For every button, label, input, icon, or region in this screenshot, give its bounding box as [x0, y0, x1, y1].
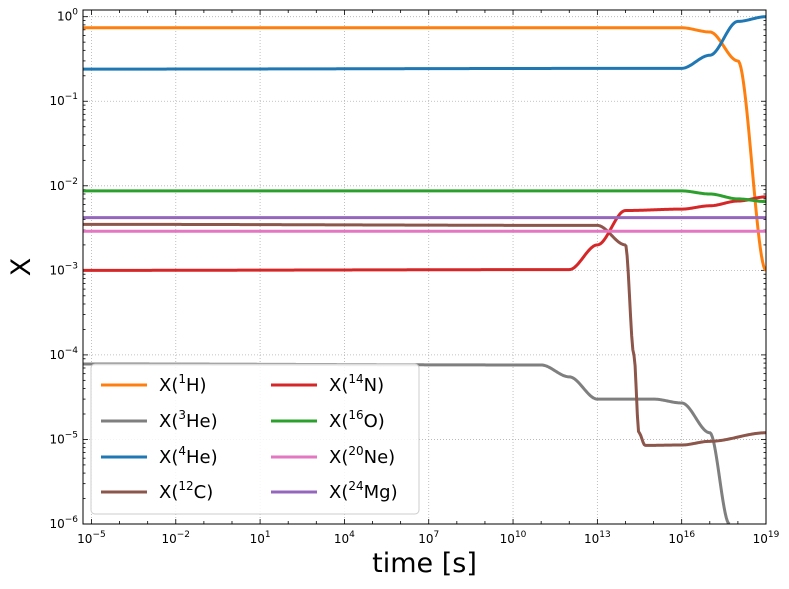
y-axis-label: X	[6, 258, 37, 277]
legend-label: X(20Ne)	[329, 444, 395, 468]
legend-label: X(3He)	[159, 408, 218, 432]
series-line-4	[83, 195, 766, 272]
x-tick-label: 1019	[753, 530, 780, 546]
x-tick-label: 1013	[584, 530, 611, 546]
series-line-0	[83, 26, 766, 272]
legend-label: X(14N)	[329, 372, 384, 396]
series-line-5	[83, 189, 766, 204]
y-tick-label: 10−3	[49, 261, 78, 277]
x-tick-label: 107	[418, 530, 439, 546]
legend-label: X(12C)	[159, 479, 213, 503]
y-tick-label: 10−6	[49, 515, 78, 531]
x-tick-label: 10−2	[161, 530, 190, 546]
x-tick-label: 1016	[668, 530, 695, 546]
y-tick-label: 100	[57, 8, 78, 24]
axes-frame	[82, 9, 767, 525]
series-group	[83, 15, 766, 524]
legend-box	[90, 363, 420, 515]
y-tick-label: 10−2	[49, 177, 78, 193]
series-line-3	[83, 222, 766, 447]
series-line-2	[83, 15, 766, 71]
legend-label: X(1H)	[159, 372, 207, 396]
legend-label: X(16O)	[329, 408, 385, 432]
x-tick-label: 104	[334, 530, 355, 546]
legend-label: X(4He)	[159, 444, 218, 468]
legend: X(1H) X(3He) X(4He) X(12C) X(14N) X(16O) X(20N…	[90, 363, 420, 515]
y-tick-label: 10−1	[49, 92, 78, 108]
x-tick-label: 1010	[500, 530, 527, 546]
x-tick-label: 101	[250, 530, 271, 546]
legend-label: X(24Mg)	[329, 479, 398, 503]
y-tick-label: 10−5	[49, 430, 78, 446]
x-axis-label: time [s]	[372, 548, 477, 579]
x-tick-label: 10−5	[77, 530, 106, 546]
y-tick-label: 10−4	[49, 346, 78, 362]
